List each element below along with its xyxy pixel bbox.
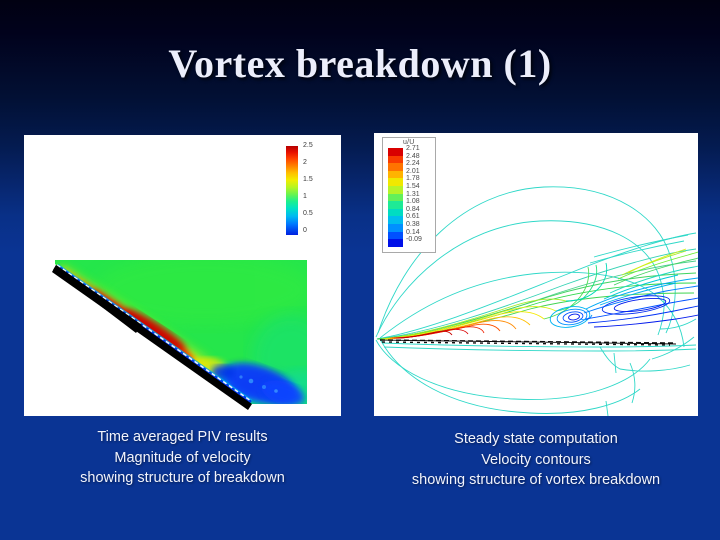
legend-value: 2.24 (406, 160, 420, 168)
legend-swatch (388, 231, 403, 240)
piv-colorbar-tick-2: 2 (303, 159, 307, 166)
legend-value: 0.38 (406, 220, 420, 228)
legend-value: 0.61 (406, 213, 420, 221)
caption-line: Steady state computation (454, 431, 618, 447)
legend-value: 1.31 (406, 190, 420, 198)
wing-silhouette (52, 265, 252, 410)
legend-value: -0.09 (406, 236, 422, 244)
legend-value: 1.54 (406, 182, 420, 190)
legend-value: 0.14 (406, 228, 420, 236)
legend-value: 2.01 (406, 167, 420, 175)
contour-legend-swatches (388, 148, 403, 247)
legend-value: 2.71 (406, 145, 420, 152)
legend-value: 0.84 (406, 205, 420, 213)
page-title: Vortex breakdown (1) (168, 41, 552, 86)
piv-plot-area: 2.5 2 1.5 1 0.5 0 (24, 135, 341, 416)
legend-swatch (388, 193, 403, 202)
caption-line: Velocity contours (481, 451, 591, 468)
left-figure-panel: 2.5 2 1.5 1 0.5 0 (24, 135, 341, 416)
legend-swatch (388, 216, 403, 224)
caption-line: showing structure of vortex breakdown (411, 472, 661, 488)
legend-swatch (388, 148, 403, 156)
contour-legend-values: 2.71 2.48 2.24 2.01 1.78 1.54 1.31 1.08 … (406, 145, 422, 244)
legend-swatch (388, 185, 403, 194)
caption-line: Magnitude of velocity (114, 449, 251, 466)
legend-value: 1.08 (406, 198, 420, 206)
legend-swatch (388, 155, 403, 164)
legend-swatch (388, 178, 403, 186)
legend-swatch (388, 201, 403, 209)
legend-swatch (388, 170, 403, 179)
legend-swatch (388, 208, 403, 217)
legend-value: 2.48 (406, 152, 420, 160)
legend-swatch (388, 223, 403, 232)
contour-legend-title: u/U (403, 139, 415, 146)
legend-value: 1.78 (406, 175, 420, 183)
left-figure-caption: Time averaged PIV results Magnitude of v… (10, 427, 355, 489)
right-figure-panel: u/U 2.71 2 (374, 133, 698, 416)
piv-colorbar-tick-2-5: 2.5 (303, 142, 313, 149)
piv-colorbar-tick-1-5: 1.5 (303, 176, 313, 183)
legend-swatch (388, 163, 403, 171)
legend-swatch (388, 239, 403, 247)
right-figure-caption: Steady state computation Velocity contou… (362, 429, 710, 491)
piv-colorbar (286, 146, 298, 235)
caption-line: Time averaged PIV results (97, 429, 268, 445)
caption-line: showing structure of breakdown (80, 470, 285, 486)
contour-legend: u/U 2.71 2 (382, 137, 436, 253)
piv-colorbar-tick-0-5: 0.5 (303, 210, 313, 217)
contour-plot-area: u/U 2.71 2 (374, 133, 698, 416)
piv-colorbar-tick-0: 0 (303, 227, 307, 234)
piv-colorbar-tick-1: 1 (303, 193, 307, 200)
